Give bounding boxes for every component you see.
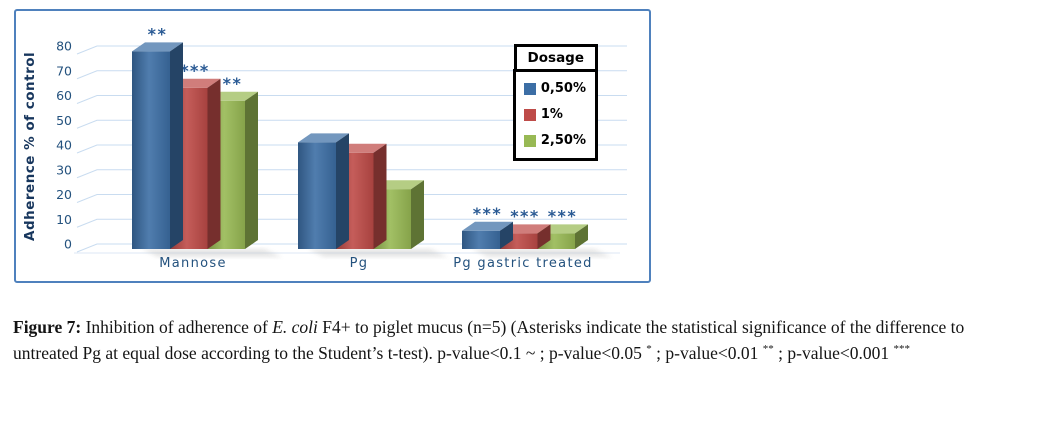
bar-side-face	[537, 224, 551, 249]
bar-shadow	[142, 249, 282, 257]
legend-label: 2,50%	[540, 133, 586, 148]
gridline	[76, 243, 627, 253]
caption-text: ; p-value<0.001	[773, 343, 894, 363]
caption-sup-three-stars: ***	[893, 343, 910, 356]
legend-swatch	[523, 82, 536, 95]
bar-side-face	[500, 221, 513, 249]
bar-side-face	[411, 180, 424, 249]
y-tick-label: 80	[56, 39, 72, 54]
legend-item: 1%	[523, 107, 586, 122]
bar-side-face	[575, 224, 588, 249]
legend: Dosage 0,50% 1% 2,50%	[512, 44, 598, 161]
figure-caption: Figure 7: Inhibition of adherence of E. …	[13, 314, 998, 366]
significance-asterisks: **	[223, 74, 243, 93]
x-category-label: Pg gastric treated	[453, 256, 592, 271]
y-tick-label: 60	[56, 88, 72, 103]
gridline	[76, 169, 627, 179]
caption-text: ; p-value<0.01	[651, 343, 763, 363]
bar-shadow	[472, 249, 612, 257]
bar-side-face	[373, 143, 387, 249]
caption-sup-one-star: *	[646, 343, 652, 356]
x-category-label: Mannose	[159, 256, 227, 271]
legend-swatch	[523, 134, 536, 147]
y-tick-label: 50	[56, 113, 72, 128]
y-tick-label: 0	[64, 237, 72, 252]
gridline	[76, 45, 627, 55]
legend-title: Dosage	[513, 44, 598, 72]
y-tick-label: 10	[56, 212, 72, 227]
legend-item: 2,50%	[523, 133, 586, 148]
gridline	[76, 95, 627, 104]
legend-body: 0,50% 1% 2,50%	[512, 69, 598, 161]
bar-front-face	[132, 51, 170, 250]
y-tick-label: 40	[56, 138, 72, 153]
significance-asterisks: ***	[510, 206, 540, 225]
bar-side-face	[170, 42, 183, 250]
bar-front-face	[298, 142, 336, 249]
legend-swatch	[523, 108, 536, 121]
significance-asterisks: ***	[548, 206, 578, 225]
gridline	[76, 194, 627, 203]
x-category-label: Pg	[350, 256, 369, 271]
bar-side-face	[245, 91, 258, 249]
significance-asterisks: **	[148, 24, 168, 43]
bar-side-face	[207, 78, 221, 249]
significance-asterisks: ***	[473, 204, 503, 223]
bar-front-face	[462, 230, 500, 249]
y-tick-label: 70	[56, 63, 72, 78]
bar-top-face	[132, 42, 183, 52]
legend-item: 0,50%	[523, 81, 586, 96]
gridline	[76, 119, 627, 129]
gridline	[76, 70, 627, 80]
caption-text: F4+ to piglet mucus (n=5) (Asterisks ind…	[13, 317, 965, 363]
y-axis-title: Adherence % of control	[22, 51, 38, 241]
gridline	[76, 144, 627, 154]
legend-label: 1%	[540, 107, 563, 122]
bar-shadow	[308, 249, 448, 257]
caption-sup-two-stars: **	[762, 343, 774, 356]
legend-label: 0,50%	[540, 81, 586, 96]
bar-side-face	[336, 133, 349, 249]
gridline	[76, 218, 627, 228]
chart: 0 10 20 30 40 50 60 70 80 ** *** ** Mannose Pg *** *** *…	[14, 9, 651, 283]
caption-species-italic: E. coli	[272, 317, 318, 337]
y-tick-label: 30	[56, 162, 72, 177]
caption-text: Inhibition of adherence of	[81, 317, 273, 337]
caption-figure-label: Figure 7:	[13, 317, 82, 337]
y-tick-label: 20	[56, 187, 72, 202]
significance-asterisks: ***	[180, 61, 210, 80]
bar-top-face	[298, 133, 349, 143]
bar-top-face	[462, 221, 513, 231]
